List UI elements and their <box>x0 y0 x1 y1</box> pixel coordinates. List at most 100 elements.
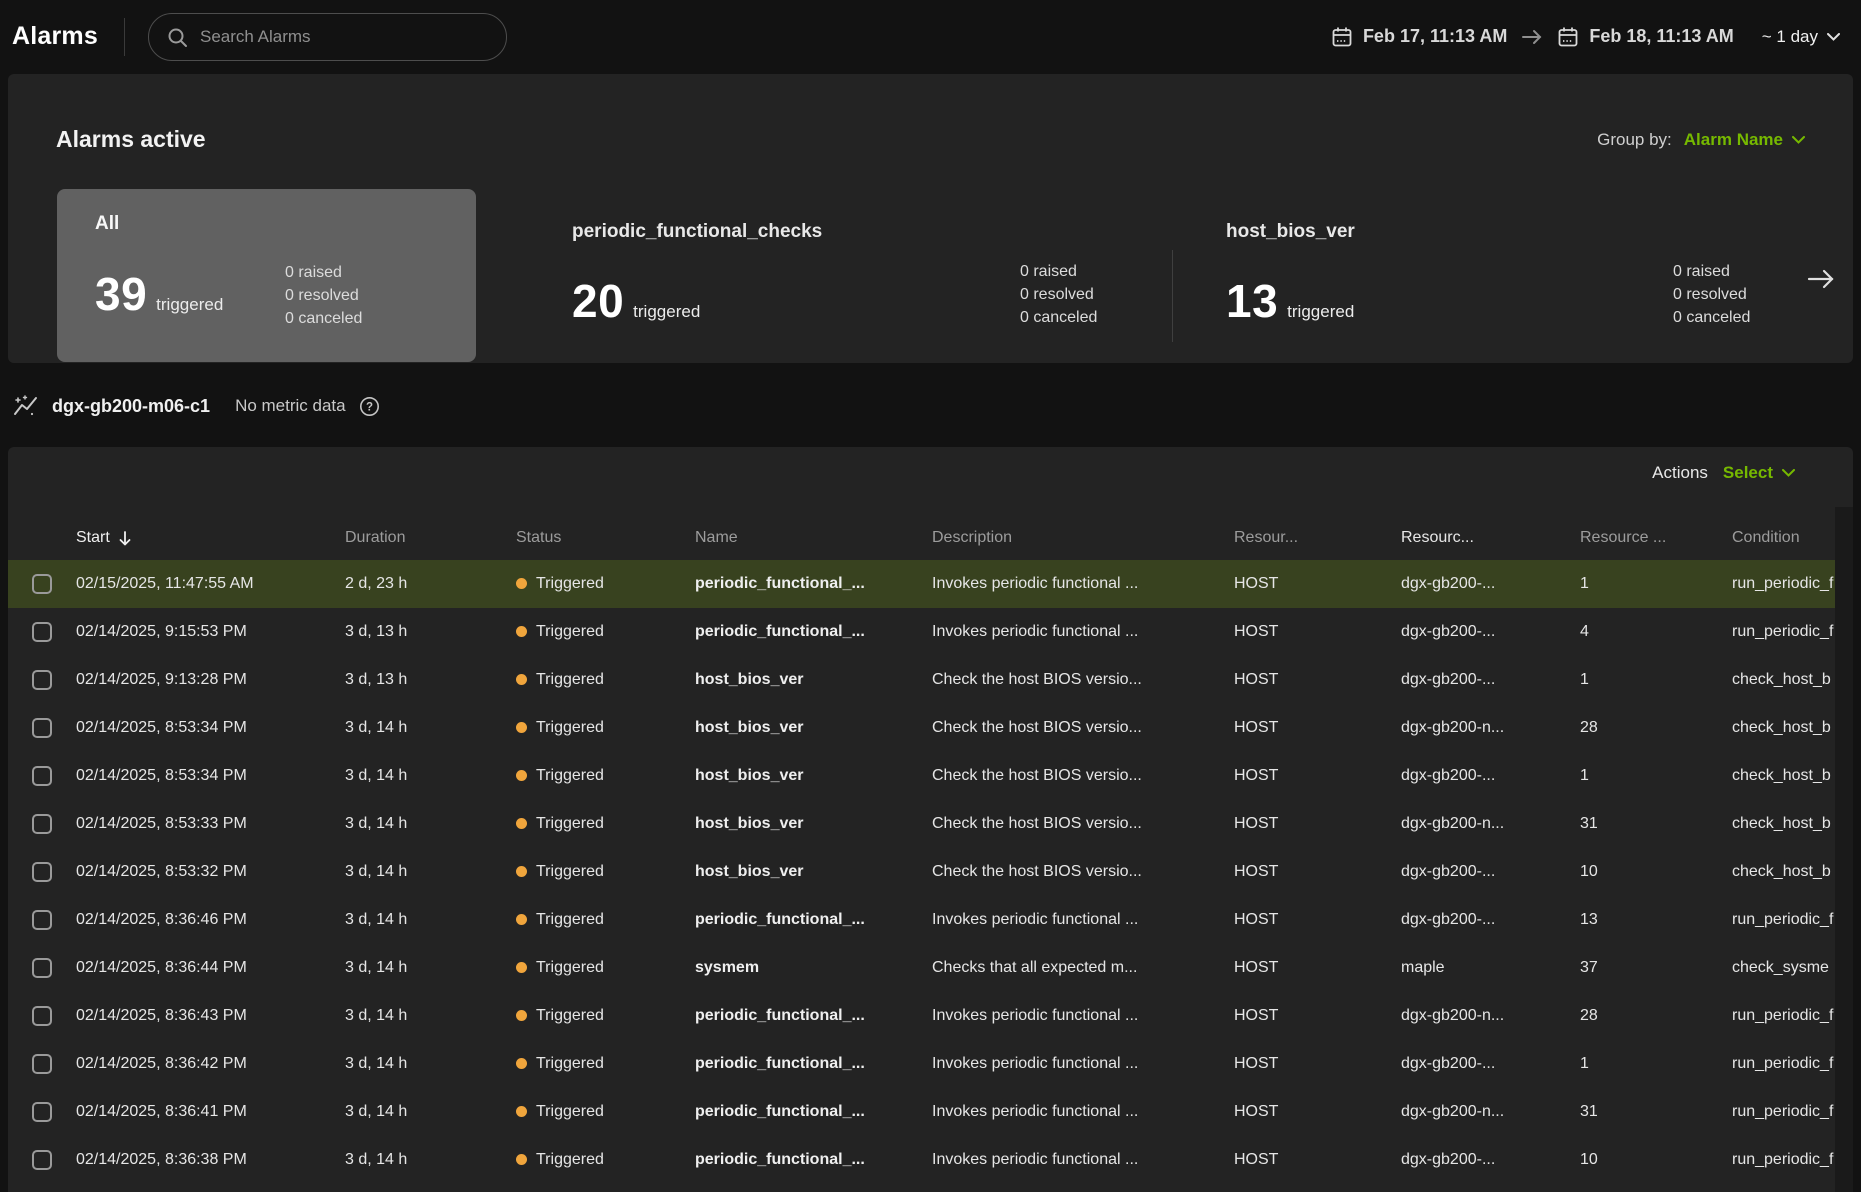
arrow-right-icon <box>1521 29 1543 45</box>
cell-name: host_bios_ver <box>695 863 803 881</box>
cell-name: periodic_functional_... <box>695 1151 865 1169</box>
status-text: Triggered <box>536 671 604 688</box>
column-header-description[interactable]: Description <box>932 529 1012 547</box>
cell-resource-type: HOST <box>1234 1007 1278 1025</box>
help-icon[interactable]: ? <box>359 396 380 417</box>
page-title: Alarms <box>12 22 98 51</box>
cell-resource-id: 28 <box>1580 719 1598 737</box>
alarm-card-count: 13 <box>1226 274 1278 328</box>
cell-status: Triggered <box>516 1055 604 1073</box>
date-to-label: Feb 18, 11:13 AM <box>1589 26 1733 47</box>
row-checkbox[interactable] <box>32 814 52 834</box>
row-checkbox[interactable] <box>32 1150 52 1170</box>
alarm-card-all[interactable]: All 39 triggered 0 raised 0 resolved 0 c… <box>57 189 476 362</box>
cell-name: periodic_functional_... <box>695 1007 865 1025</box>
alarm-card-count-label: triggered <box>1287 302 1354 322</box>
column-header-duration[interactable]: Duration <box>345 529 405 547</box>
cell-resource-type: HOST <box>1234 1055 1278 1073</box>
row-checkbox[interactable] <box>32 670 52 690</box>
table-row[interactable]: 02/14/2025, 8:36:42 PM3 d, 14 hTriggered… <box>8 1040 1835 1088</box>
cell-resource-id: 10 <box>1580 863 1598 881</box>
cell-status: Triggered <box>516 1007 604 1025</box>
table-row[interactable]: 02/14/2025, 8:36:38 PM3 d, 14 hTriggered… <box>8 1136 1835 1184</box>
row-checkbox[interactable] <box>32 958 52 978</box>
cell-status: Triggered <box>516 671 604 689</box>
top-bar: Alarms Search Alarms Feb 17, 11:13 AM <box>0 0 1861 73</box>
time-range-select[interactable]: ~ 1 day <box>1762 27 1840 47</box>
alarm-card-name[interactable]: periodic_functional_checks <box>572 221 822 243</box>
search-placeholder: Search Alarms <box>200 27 311 47</box>
cell-status: Triggered <box>516 575 604 593</box>
table-row[interactable]: 02/15/2025, 11:47:55 AM2 d, 23 hTriggere… <box>8 560 1835 608</box>
alarm-card-name[interactable]: host_bios_ver <box>1226 221 1355 243</box>
actions-bar: Actions Select <box>1652 463 1795 483</box>
row-checkbox[interactable] <box>32 1102 52 1122</box>
search-input[interactable]: Search Alarms <box>148 13 507 61</box>
actions-label: Actions <box>1652 463 1708 483</box>
status-text: Triggered <box>536 815 604 832</box>
row-checkbox[interactable] <box>32 574 52 594</box>
actions-select[interactable]: Select <box>1723 463 1795 483</box>
column-header-resource-name[interactable]: Resourc... <box>1401 529 1474 547</box>
table-row[interactable]: 02/14/2025, 9:15:53 PM3 d, 13 hTriggered… <box>8 608 1835 656</box>
cell-resource-name: dgx-gb200-... <box>1401 1055 1495 1073</box>
stat-resolved: 0 resolved <box>1673 283 1750 306</box>
table-row[interactable]: 02/14/2025, 8:36:44 PM3 d, 14 hTriggered… <box>8 944 1835 992</box>
cell-resource-name: maple <box>1401 959 1445 977</box>
column-header-condition[interactable]: Condition <box>1732 529 1800 547</box>
row-checkbox[interactable] <box>32 766 52 786</box>
cell-status: Triggered <box>516 719 604 737</box>
date-to-button[interactable]: Feb 18, 11:13 AM <box>1557 26 1733 48</box>
row-checkbox[interactable] <box>32 622 52 642</box>
table-row[interactable]: 02/14/2025, 8:53:34 PM3 d, 14 hTriggered… <box>8 752 1835 800</box>
calendar-icon <box>1331 26 1353 48</box>
row-checkbox[interactable] <box>32 862 52 882</box>
status-text: Triggered <box>536 911 604 928</box>
cell-description: Check the host BIOS versio... <box>932 815 1142 833</box>
row-checkbox[interactable] <box>32 1006 52 1026</box>
cell-duration: 3 d, 14 h <box>345 719 407 737</box>
table-row[interactable]: 02/14/2025, 8:36:43 PM3 d, 14 hTriggered… <box>8 992 1835 1040</box>
carousel-next-button[interactable] <box>1806 262 1840 296</box>
row-checkbox[interactable] <box>32 718 52 738</box>
column-header-name[interactable]: Name <box>695 529 738 547</box>
cell-name: periodic_functional_... <box>695 911 865 929</box>
stat-canceled: 0 canceled <box>1020 306 1097 329</box>
cell-start: 02/14/2025, 9:15:53 PM <box>76 623 247 641</box>
column-header-start[interactable]: Start <box>76 529 132 547</box>
status-triggered-dot-icon <box>516 578 527 589</box>
cell-condition: run_periodic_f <box>1732 1007 1833 1025</box>
column-header-status[interactable]: Status <box>516 529 561 547</box>
cell-description: Invokes periodic functional ... <box>932 1007 1138 1025</box>
cell-resource-id: 4 <box>1580 623 1589 641</box>
table-row[interactable]: 02/14/2025, 8:36:46 PM3 d, 14 hTriggered… <box>8 896 1835 944</box>
table-row[interactable]: 02/14/2025, 8:53:32 PM3 d, 14 hTriggered… <box>8 848 1835 896</box>
cell-resource-type: HOST <box>1234 863 1278 881</box>
column-header-resource-type[interactable]: Resour... <box>1234 529 1298 547</box>
cell-description: Invokes periodic functional ... <box>932 623 1138 641</box>
cell-resource-type: HOST <box>1234 959 1278 977</box>
table-row[interactable]: 02/14/2025, 8:36:41 PM3 d, 14 hTriggered… <box>8 1088 1835 1136</box>
alarm-card-count-row[interactable]: 13 triggered <box>1226 274 1354 328</box>
row-checkbox[interactable] <box>32 1054 52 1074</box>
row-checkbox[interactable] <box>32 910 52 930</box>
status-triggered-dot-icon <box>516 1010 527 1021</box>
cell-resource-id: 1 <box>1580 575 1589 593</box>
date-range-controls: Feb 17, 11:13 AM Feb 18, 11:13 AM ~ 1 da… <box>1331 0 1840 73</box>
table-row[interactable]: 02/14/2025, 8:53:34 PM 3 d, 14 h Triggered… <box>8 704 1835 752</box>
column-header-resource-id[interactable]: Resource ... <box>1580 529 1666 547</box>
date-from-button[interactable]: Feb 17, 11:13 AM <box>1331 26 1507 48</box>
table-row[interactable]: 02/14/2025, 9:13:28 PM3 d, 13 hTriggered… <box>8 656 1835 704</box>
cell-start: 02/14/2025, 8:36:38 PM <box>76 1151 247 1169</box>
alarm-card-count: 20 <box>572 274 624 328</box>
time-range-label: ~ 1 day <box>1762 27 1818 47</box>
table-row[interactable]: 02/14/2025, 8:53:33 PM3 d, 14 hTriggered… <box>8 800 1835 848</box>
cell-start: 02/14/2025, 8:53:34 PM <box>76 719 247 737</box>
stat-resolved: 0 resolved <box>285 284 362 307</box>
cell-description: Check the host BIOS versio... <box>932 671 1142 689</box>
cell-condition: run_periodic_f <box>1732 623 1833 641</box>
table-scroll-gutter[interactable] <box>1835 507 1853 1192</box>
cell-start: 02/14/2025, 8:36:46 PM <box>76 911 247 929</box>
alarm-card-count-row[interactable]: 20 triggered <box>572 274 700 328</box>
cell-start: 02/14/2025, 8:53:33 PM <box>76 815 247 833</box>
